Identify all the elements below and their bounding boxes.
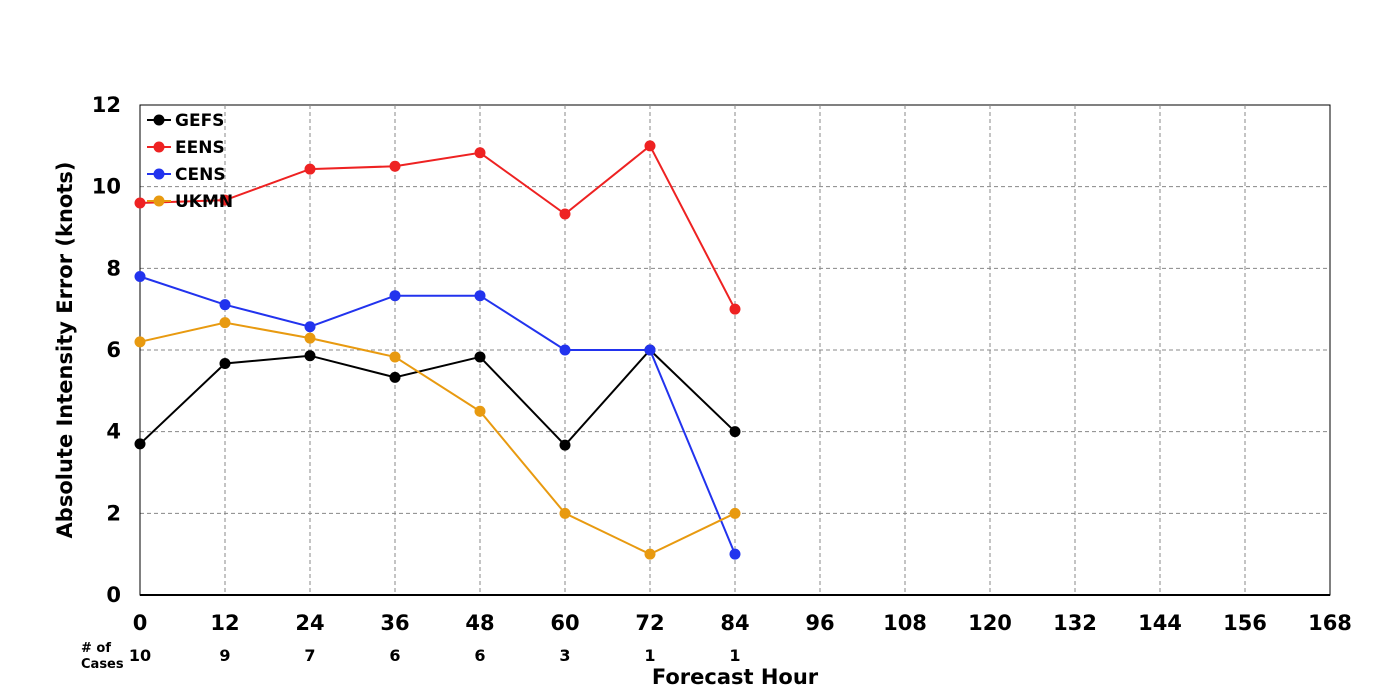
legend-marker-ukmn — [153, 195, 165, 207]
data-point-eens — [729, 303, 741, 315]
data-point-gefs — [389, 371, 401, 383]
case-count: 1 — [729, 646, 740, 665]
data-point-cens — [389, 290, 401, 302]
x-tick-label: 24 — [295, 611, 324, 635]
x-tick-label: 36 — [380, 611, 409, 635]
y-tick-label: 2 — [106, 501, 121, 525]
case-count: 9 — [219, 646, 230, 665]
legend-marker-gefs — [153, 114, 165, 126]
data-point-cens — [474, 290, 486, 302]
x-tick-label: 144 — [1138, 611, 1182, 635]
x-axis-title: Forecast Hour — [652, 665, 819, 689]
data-point-ukmn — [729, 507, 741, 519]
case-count: 6 — [389, 646, 400, 665]
cases-label-line2: Cases — [81, 657, 124, 672]
data-point-ukmn — [389, 351, 401, 363]
data-point-gefs — [559, 439, 571, 451]
data-point-cens — [729, 548, 741, 560]
case-count: 6 — [474, 646, 485, 665]
y-tick-label: 6 — [106, 338, 121, 362]
data-point-ukmn — [644, 548, 656, 560]
data-point-ukmn — [559, 507, 571, 519]
y-tick-label: 8 — [106, 256, 121, 280]
data-point-eens — [304, 163, 316, 175]
data-point-ukmn — [474, 405, 486, 417]
legend-label-ukmn: UKMN — [175, 192, 233, 212]
legend-label-eens: EENS — [175, 138, 225, 158]
data-point-eens — [389, 160, 401, 172]
y-tick-label: 0 — [106, 583, 121, 607]
x-tick-label: 96 — [805, 611, 834, 635]
x-tick-label: 0 — [133, 611, 148, 635]
data-point-ukmn — [304, 332, 316, 344]
x-tick-label: 12 — [210, 611, 239, 635]
cases-row: # of Cases 10 9 7 6 6 3 1 1 — [81, 641, 741, 672]
x-tick-label: 72 — [635, 611, 664, 635]
tick-labels: 0 12 24 36 48 60 72 84 96 108 120 132 144 156 16802468… — [92, 93, 1352, 635]
x-tick-label: 156 — [1223, 611, 1267, 635]
x-tick-label: 120 — [968, 611, 1012, 635]
y-axis-title: Absolute Intensity Error (knots) — [53, 162, 77, 539]
case-count: 10 — [129, 646, 151, 665]
data-point-ukmn — [219, 317, 231, 329]
x-tick-label: 60 — [550, 611, 579, 635]
data-point-gefs — [304, 350, 316, 362]
data-point-gefs — [474, 351, 486, 363]
x-tick-label: 132 — [1053, 611, 1097, 635]
data-point-cens — [134, 271, 146, 282]
legend-label-gefs: GEFS — [175, 111, 224, 131]
data-point-eens — [559, 208, 571, 220]
case-count: 3 — [559, 646, 570, 665]
y-tick-label: 12 — [92, 93, 121, 117]
x-tick-label: 168 — [1308, 611, 1352, 635]
data-point-cens — [304, 321, 316, 333]
y-tick-label: 4 — [106, 420, 121, 444]
data-point-gefs — [219, 357, 231, 369]
series-line-eens — [139, 144, 736, 310]
legend: GEFS EENS CENS UKMN — [147, 111, 233, 212]
legend-marker-eens — [153, 141, 165, 153]
data-point-eens — [134, 197, 146, 209]
x-tick-label: 84 — [720, 611, 749, 635]
data-point-cens — [219, 299, 231, 311]
data-point-eens — [219, 194, 231, 206]
x-tick-label: 48 — [465, 611, 494, 635]
y-tick-label: 10 — [92, 175, 121, 199]
series-line-gefs — [139, 348, 736, 447]
series-line-cens — [139, 275, 736, 555]
case-count: 1 — [644, 646, 655, 665]
data-point-eens — [644, 140, 656, 152]
data-point-eens — [474, 147, 486, 159]
case-count: 7 — [304, 646, 315, 665]
cases-label-line1: # of — [81, 641, 111, 656]
data-point-cens — [644, 344, 656, 356]
series-group — [134, 140, 741, 560]
data-point-ukmn — [134, 336, 146, 348]
data-point-gefs — [729, 426, 741, 438]
data-point-gefs — [134, 438, 146, 450]
legend-marker-cens — [153, 168, 165, 180]
x-tick-label: 108 — [883, 611, 927, 635]
data-point-cens — [559, 344, 571, 356]
series-line-ukmn — [139, 321, 736, 556]
legend-label-cens: CENS — [175, 165, 226, 185]
